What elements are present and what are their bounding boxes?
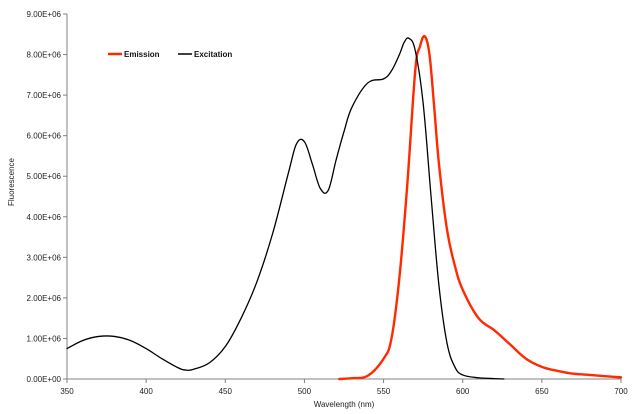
x-tick-label: 600: [456, 387, 470, 396]
x-tick-label: 700: [614, 387, 628, 396]
x-tick-label: 400: [139, 387, 153, 396]
y-tick-label: 9.00E+06: [27, 10, 62, 19]
y-tick-label: 1.00E+06: [27, 334, 62, 343]
axes: 0.00E+00 1.00E+06 2.00E+06 3.00E+06 4.00E+06…: [27, 10, 629, 396]
x-tick-label: 650: [535, 387, 549, 396]
y-tick-label: 4.00E+06: [27, 213, 62, 222]
y-tick-label: 8.00E+06: [27, 51, 62, 60]
x-tick-label: 550: [377, 387, 391, 396]
y-tick-label: 6.00E+06: [27, 132, 62, 141]
y-tick-label: 3.00E+06: [27, 253, 62, 262]
series-line-excitation: [66, 37, 505, 380]
series-line-emission: [338, 34, 623, 381]
y-tick-label: 7.00E+06: [27, 91, 62, 100]
x-tick-label: 450: [219, 387, 233, 396]
y-tick-label: 5.00E+06: [27, 172, 62, 181]
x-tick-label: 350: [60, 387, 74, 396]
y-tick-label: 2.00E+06: [27, 294, 62, 303]
x-tick-label: 500: [298, 387, 312, 396]
legend: Emission Excitation: [108, 50, 232, 59]
x-axis-title: Wavelength (nm): [314, 400, 375, 409]
legend-label-emission: Emission: [124, 50, 160, 59]
y-tick-label: 0.00E+00: [27, 375, 62, 384]
series-lines: [66, 34, 623, 381]
y-axis-title: Fluorescence: [7, 157, 16, 206]
legend-label-excitation: Excitation: [194, 50, 232, 59]
